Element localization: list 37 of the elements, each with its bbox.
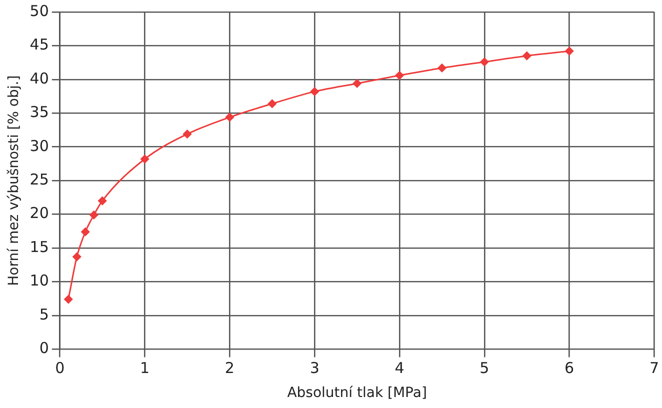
x-tick-label: 2 xyxy=(224,359,234,378)
point xyxy=(522,52,532,60)
x-tick-label: 1 xyxy=(140,359,150,378)
y-tick-label: 30 xyxy=(30,136,49,155)
point xyxy=(72,252,82,262)
x-tick-label: 3 xyxy=(310,359,320,378)
x-tick-label: 7 xyxy=(649,359,659,378)
point xyxy=(352,79,362,88)
point xyxy=(438,64,446,72)
point xyxy=(268,99,276,108)
point xyxy=(310,87,319,96)
point xyxy=(98,196,107,206)
point xyxy=(140,154,150,164)
y-tick-label: 25 xyxy=(30,170,49,188)
point xyxy=(565,46,574,56)
x-tick-label: 4 xyxy=(394,359,404,378)
x-tick-label: 0 xyxy=(55,359,65,378)
point xyxy=(90,210,98,220)
x-axis-title: Absolutní tlak [MPa] xyxy=(287,385,427,402)
y-tick-label: 45 xyxy=(30,36,49,54)
point xyxy=(81,228,90,236)
y-tick-label: 50 xyxy=(30,2,49,20)
y-tick-label: 0 xyxy=(39,339,49,358)
y-axis-title: Horní mez výbušnosti [% obj.] xyxy=(6,75,22,286)
point xyxy=(64,295,73,304)
x-tick-label: 5 xyxy=(480,359,490,378)
y-tick-label: 10 xyxy=(30,272,49,290)
point xyxy=(480,58,489,66)
y-tick-label: 40 xyxy=(30,69,49,88)
x-tick-label: 6 xyxy=(564,359,574,378)
y-tick-label: 35 xyxy=(30,103,49,122)
y-tick-label: 20 xyxy=(30,204,49,222)
y-tick-label: 5 xyxy=(39,305,49,324)
point xyxy=(395,71,404,80)
point xyxy=(182,130,192,138)
point xyxy=(225,112,234,122)
y-tick-label: 15 xyxy=(30,238,49,256)
